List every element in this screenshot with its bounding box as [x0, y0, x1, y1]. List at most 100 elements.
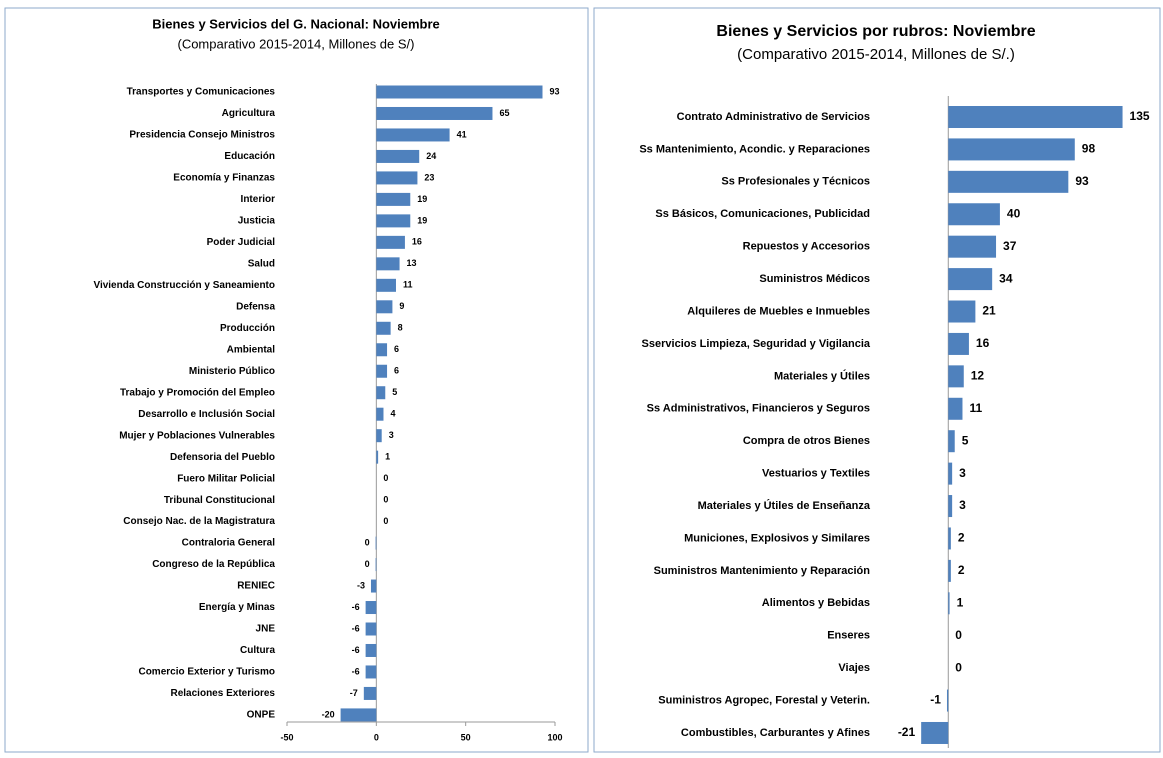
value-label: -6 — [352, 602, 360, 612]
bar — [365, 622, 377, 636]
category-label: Consejo Nac. de la Magistratura — [123, 516, 275, 527]
bar — [376, 149, 420, 163]
x-tick-label: -50 — [280, 732, 293, 742]
value-label: 8 — [398, 323, 403, 333]
value-label: 65 — [499, 108, 509, 118]
bar — [363, 686, 377, 700]
chart-subtitle: (Comparativo 2015-2014, Millones de S/) — [177, 36, 414, 51]
category-label: Tribunal Constitucional — [164, 495, 275, 506]
bar — [948, 138, 1075, 161]
category-label: Cultura — [240, 645, 275, 656]
bar — [375, 536, 377, 550]
bar — [948, 397, 963, 420]
bar — [946, 689, 949, 712]
category-label: Compra de otros Bienes — [743, 435, 870, 447]
bar — [921, 721, 949, 744]
value-label: 41 — [457, 129, 467, 139]
value-label: 135 — [1130, 109, 1150, 123]
value-label: -3 — [357, 580, 365, 590]
bar — [948, 462, 953, 485]
bar — [948, 332, 969, 355]
category-label: ONPE — [247, 710, 276, 721]
category-label: Ambiental — [227, 344, 276, 355]
value-label: 0 — [365, 559, 370, 569]
value-label: 0 — [383, 494, 388, 504]
category-label: Fuero Militar Policial — [177, 473, 275, 484]
category-label: Materiales y Útiles — [774, 369, 870, 382]
value-label: 21 — [982, 304, 996, 318]
category-label: Defensoria del Pueblo — [170, 452, 275, 463]
bar — [376, 407, 384, 421]
value-label: 0 — [383, 473, 388, 483]
category-label: RENIEC — [237, 581, 275, 592]
value-label: -7 — [350, 688, 358, 698]
category-label: Economía y Finanzas — [173, 173, 275, 184]
category-label: Defensa — [236, 301, 275, 312]
value-label: 0 — [383, 516, 388, 526]
value-label: 19 — [417, 194, 427, 204]
category-label: Energía y Minas — [199, 602, 276, 613]
bar — [948, 592, 950, 615]
value-label: -21 — [898, 725, 916, 739]
value-label: 24 — [426, 151, 436, 161]
value-label: 98 — [1082, 142, 1096, 156]
category-label: Suministros Médicos — [759, 273, 870, 285]
bar — [948, 268, 993, 291]
value-label: 11 — [403, 280, 413, 290]
bar — [948, 106, 1123, 128]
bar — [340, 708, 377, 722]
left-panel — [4, 7, 589, 753]
category-label: Municiones, Explosivos y Similares — [684, 532, 870, 544]
bar — [365, 665, 377, 679]
category-label: Contraloria General — [182, 538, 276, 549]
category-label: Justicia — [238, 216, 276, 227]
x-tick-label: 100 — [547, 732, 562, 742]
category-label: Combustibles, Carburantes y Afines — [681, 727, 870, 739]
bar — [376, 192, 411, 206]
chart-subtitle: (Comparativo 2015-2014, Millones de S/.) — [737, 46, 1015, 63]
bar — [948, 430, 955, 453]
bar — [376, 300, 393, 314]
value-label: -1 — [930, 693, 941, 707]
bar — [365, 601, 377, 615]
value-label: 4 — [390, 409, 395, 419]
bar — [376, 128, 450, 142]
category-label: Vivienda Construcción y Saneamiento — [93, 280, 275, 291]
value-label: 2 — [958, 531, 965, 545]
bar — [376, 343, 388, 357]
bar — [376, 429, 382, 443]
bar — [376, 321, 391, 335]
category-label: Suministros Mantenimiento y Reparación — [654, 565, 871, 577]
bar — [376, 450, 379, 464]
value-label: 1 — [957, 595, 964, 609]
value-label: 2 — [958, 563, 965, 577]
value-label: 16 — [976, 336, 990, 350]
category-label: JNE — [256, 624, 276, 635]
bar — [376, 257, 400, 271]
value-label: 34 — [999, 271, 1013, 285]
value-label: 93 — [549, 86, 559, 96]
category-label: Ministerio Público — [189, 366, 275, 377]
bar — [376, 386, 386, 400]
value-label: 13 — [407, 258, 417, 268]
bar — [370, 579, 377, 593]
value-label: 12 — [971, 369, 985, 383]
value-label: 6 — [394, 366, 399, 376]
category-label: Viajes — [838, 662, 870, 674]
bar — [948, 495, 953, 518]
bar — [375, 558, 377, 572]
value-label: -6 — [352, 645, 360, 655]
category-label: Repuestos y Accesorios — [743, 241, 870, 253]
bar — [948, 203, 1000, 226]
category-label: Presidencia Consejo Ministros — [129, 130, 275, 141]
value-label: 16 — [412, 237, 422, 247]
bar — [948, 300, 976, 323]
bar — [948, 235, 997, 258]
chart-title: Bienes y Servicios por rubros: Noviembre — [716, 23, 1035, 40]
category-label: Comercio Exterior y Turismo — [138, 667, 275, 678]
category-label: Trabajo y Promoción del Empleo — [120, 387, 275, 398]
x-tick-label: 0 — [374, 732, 379, 742]
value-label: 5 — [392, 387, 397, 397]
value-label: 3 — [959, 466, 966, 480]
